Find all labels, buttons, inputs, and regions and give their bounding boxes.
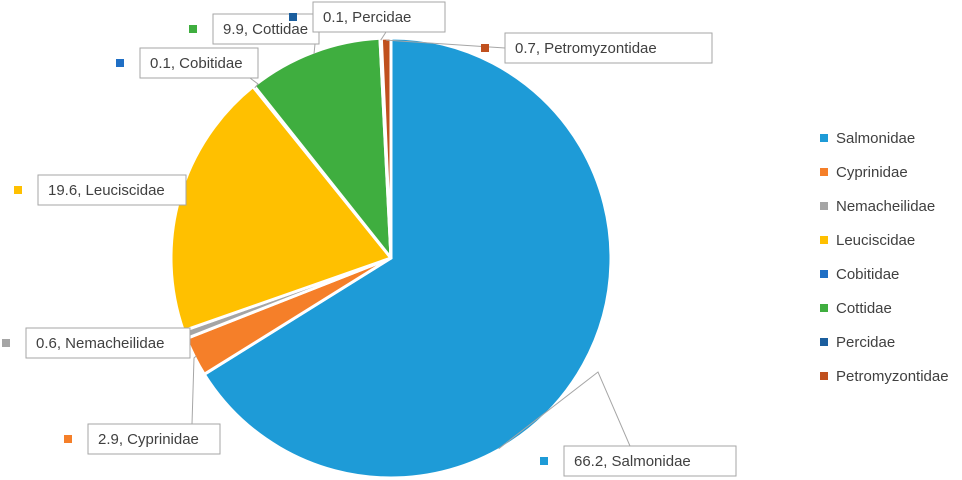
slice-salmonidae <box>202 36 613 480</box>
legend: Salmonidae Cyprinidae Nemacheilidae Leucisc… <box>820 130 949 385</box>
data-label-cobitidae: 0.1, Cobitidae <box>116 47 259 79</box>
legend-marker <box>820 304 828 312</box>
data-labels: 66.2, Salmonidae 2.9, Cyprinidae 0.6, Nema… <box>2 1 737 477</box>
data-label-marker <box>540 457 548 465</box>
data-label-leuciscidae: 19.6, Leuciscidae <box>14 174 187 206</box>
legend-item-salmonidae: Salmonidae <box>820 130 915 147</box>
data-label-cottidae: 9.9, Cottidae <box>189 13 320 45</box>
legend-marker <box>820 134 828 142</box>
data-label-text: 0.1, Cobitidae <box>150 55 243 72</box>
legend-label: Cobitidae <box>836 266 899 283</box>
legend-label: Salmonidae <box>836 130 915 147</box>
data-label-text: 0.7, Petromyzontidae <box>515 40 657 57</box>
slice-cottidae <box>252 36 393 260</box>
pie-slices <box>169 36 613 480</box>
legend-marker <box>820 338 828 346</box>
data-label-text: 9.9, Cottidae <box>223 21 308 38</box>
data-label-box <box>212 13 320 45</box>
legend-item-petromyzontidae: Petromyzontidae <box>820 368 949 385</box>
data-label-text: 0.1, Percidae <box>323 9 411 26</box>
data-label-marker <box>481 44 489 52</box>
legend-label: Cottidae <box>836 300 892 317</box>
legend-marker <box>820 236 828 244</box>
leader-line-cottidae <box>313 43 316 55</box>
legend-item-leuciscidae: Leuciscidae <box>820 232 915 249</box>
leader-line-cyprinidae <box>191 355 197 425</box>
data-label-marker <box>116 59 124 67</box>
data-label-box <box>312 1 446 33</box>
legend-item-cottidae: Cottidae <box>820 300 892 317</box>
legend-label: Leuciscidae <box>836 232 915 249</box>
legend-label: Cyprinidae <box>836 164 908 181</box>
data-label-marker <box>189 25 197 33</box>
data-label-petromyzontidae: 0.7, Petromyzontidae <box>481 32 713 64</box>
data-label-cyprinidae: 2.9, Cyprinidae <box>64 423 221 455</box>
legend-label: Petromyzontidae <box>836 368 949 385</box>
legend-item-cobitidae: Cobitidae <box>820 266 899 283</box>
data-label-salmonidae: 66.2, Salmonidae <box>540 445 737 477</box>
data-label-text: 2.9, Cyprinidae <box>98 431 199 448</box>
data-label-text: 66.2, Salmonidae <box>574 453 691 470</box>
data-label-box <box>563 445 737 477</box>
data-label-box <box>25 327 191 359</box>
slice-petromyzontidae <box>379 36 393 260</box>
leader-line-cobitidae <box>249 77 259 89</box>
data-label-text: 19.6, Leuciscidae <box>48 182 165 199</box>
data-label-box <box>37 174 187 206</box>
legend-label: Nemacheilidae <box>836 198 935 215</box>
leader-line-percidae <box>380 31 387 41</box>
legend-item-percidae: Percidae <box>820 334 895 351</box>
leader-line-salmonidae <box>498 371 631 450</box>
data-label-box <box>87 423 221 455</box>
data-label-marker <box>2 339 10 347</box>
data-label-marker <box>289 13 297 21</box>
data-label-marker <box>64 435 72 443</box>
data-label-text: 0.6, Nemacheilidae <box>36 335 164 352</box>
legend-label: Percidae <box>836 334 895 351</box>
legend-marker <box>820 168 828 176</box>
data-label-nemacheilidae: 0.6, Nemacheilidae <box>2 327 191 359</box>
legend-item-nemacheilidae: Nemacheilidae <box>820 198 935 215</box>
legend-marker <box>820 372 828 380</box>
data-label-percidae: 0.1, Percidae <box>289 1 446 33</box>
legend-item-cyprinidae: Cyprinidae <box>820 164 908 181</box>
data-label-box <box>139 47 259 79</box>
legend-marker <box>820 270 828 278</box>
legend-marker <box>820 202 828 210</box>
data-label-marker <box>14 186 22 194</box>
data-label-box <box>504 32 713 64</box>
